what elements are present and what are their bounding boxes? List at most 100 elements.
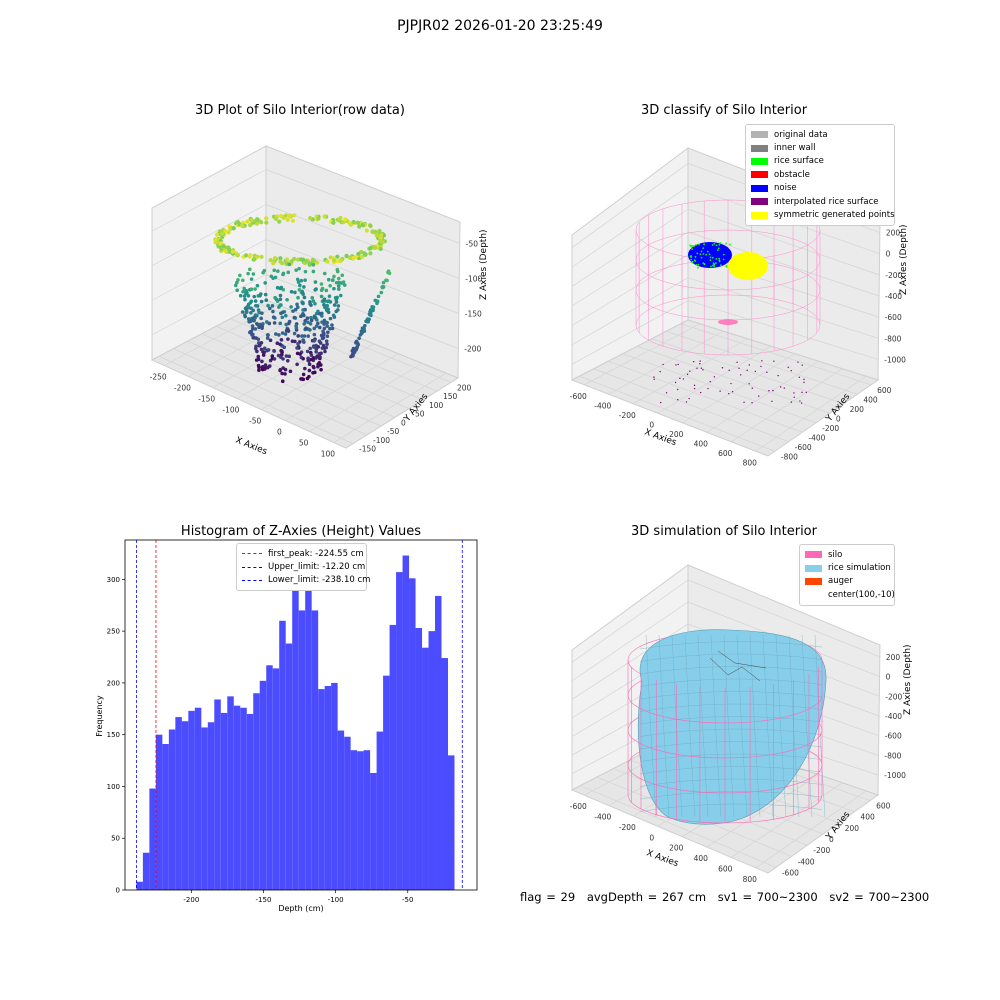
legend-item: interpolated rice surface bbox=[751, 195, 889, 208]
rice-surface-point bbox=[691, 260, 694, 263]
histogram-bar bbox=[259, 680, 267, 890]
histogram-bar bbox=[428, 631, 436, 890]
legend-swatch bbox=[751, 198, 768, 206]
interpolated-point bbox=[702, 369, 704, 371]
interpolated-point bbox=[798, 376, 801, 378]
panel1-title: 3D Plot of Silo Interior(row data) bbox=[195, 103, 405, 118]
data-point bbox=[244, 253, 249, 258]
data-point bbox=[330, 326, 335, 331]
x-tick-label: -400 bbox=[594, 401, 611, 410]
data-point bbox=[319, 294, 324, 299]
noise-cluster bbox=[688, 242, 732, 268]
legend-item: center(100,-10) bbox=[805, 588, 895, 601]
data-point bbox=[259, 316, 263, 321]
legend-label: obstacle bbox=[774, 169, 810, 180]
interpolated-point bbox=[768, 390, 770, 392]
data-point bbox=[334, 309, 338, 314]
grid-line bbox=[571, 300, 689, 365]
legend-label: noise bbox=[774, 183, 797, 194]
interpolated-point bbox=[790, 369, 792, 372]
interpolated-point bbox=[793, 396, 795, 398]
y-tick-label: 200 bbox=[107, 679, 120, 687]
interpolated-point bbox=[779, 386, 782, 388]
data-point bbox=[249, 299, 254, 304]
x-tick-label: 200 bbox=[669, 844, 684, 853]
data-point bbox=[308, 328, 312, 332]
rice-surface-point bbox=[710, 265, 712, 268]
data-point bbox=[296, 295, 300, 300]
data-point bbox=[296, 305, 300, 310]
data-point bbox=[317, 311, 322, 316]
data-point bbox=[256, 354, 261, 359]
rice-surface-point bbox=[699, 253, 702, 255]
histogram-bar bbox=[298, 610, 306, 890]
legend-swatch bbox=[751, 144, 768, 152]
data-point bbox=[259, 340, 264, 345]
data-point bbox=[285, 358, 290, 363]
rice-surface-point bbox=[702, 252, 705, 255]
histogram-bar bbox=[207, 722, 215, 890]
mesh-line bbox=[658, 634, 670, 818]
rice-surface-point bbox=[706, 250, 709, 253]
data-point bbox=[298, 283, 302, 288]
data-point bbox=[317, 355, 322, 359]
grid-line bbox=[687, 208, 880, 276]
z-tick-label: -150 bbox=[465, 310, 482, 319]
mesh-line bbox=[639, 716, 823, 725]
interpolated-point bbox=[685, 401, 688, 403]
data-point bbox=[380, 285, 384, 289]
z-tick-label: -200 bbox=[885, 692, 902, 701]
data-point bbox=[263, 281, 267, 285]
data-point bbox=[293, 290, 297, 295]
data-point bbox=[301, 372, 306, 377]
x-tick-label: 800 bbox=[743, 458, 758, 467]
interpolated-point bbox=[709, 381, 711, 383]
data-point bbox=[304, 326, 308, 330]
symmetric-cluster bbox=[728, 252, 768, 280]
data-point bbox=[317, 352, 322, 356]
rice-surface-point bbox=[705, 253, 708, 256]
data-point bbox=[336, 276, 341, 281]
legend-label: inner wall bbox=[774, 143, 816, 154]
data-point bbox=[250, 317, 254, 322]
data-point bbox=[283, 313, 288, 318]
data-point bbox=[240, 310, 245, 314]
data-point bbox=[262, 350, 266, 355]
data-point bbox=[287, 262, 292, 267]
data-point bbox=[351, 352, 355, 356]
histogram-bar bbox=[149, 788, 156, 890]
data-point bbox=[269, 274, 274, 279]
data-point bbox=[253, 287, 257, 291]
grid-line bbox=[173, 348, 368, 436]
data-point bbox=[331, 258, 337, 263]
data-point bbox=[259, 299, 264, 304]
data-point bbox=[276, 269, 280, 273]
histogram-bar bbox=[214, 699, 221, 890]
legend-label: Lower_limit: -238.10 cm bbox=[268, 575, 371, 586]
data-point bbox=[257, 325, 261, 330]
interpolated-point bbox=[751, 387, 753, 389]
z-tick-label: -1000 bbox=[884, 355, 906, 364]
interpolated-point bbox=[677, 363, 679, 366]
data-point bbox=[340, 273, 345, 278]
interpolated-point bbox=[713, 376, 716, 378]
data-point bbox=[268, 306, 272, 311]
grid-line bbox=[201, 333, 396, 418]
interpolated-point bbox=[699, 391, 702, 394]
data-point bbox=[280, 315, 285, 320]
legend-swatch bbox=[242, 553, 262, 555]
histogram-bar bbox=[188, 710, 195, 890]
interpolated-point bbox=[797, 361, 799, 363]
data-point bbox=[359, 254, 365, 259]
grid-line bbox=[151, 204, 267, 267]
data-point bbox=[378, 233, 384, 238]
data-point bbox=[253, 316, 257, 320]
histogram-bar bbox=[318, 689, 325, 890]
grid-line bbox=[622, 353, 817, 424]
data-point bbox=[260, 326, 264, 330]
histogram-bar bbox=[279, 620, 286, 890]
data-point bbox=[264, 220, 269, 225]
mesh-line bbox=[639, 691, 823, 700]
mesh-line bbox=[814, 634, 826, 818]
grid-line bbox=[571, 579, 689, 663]
